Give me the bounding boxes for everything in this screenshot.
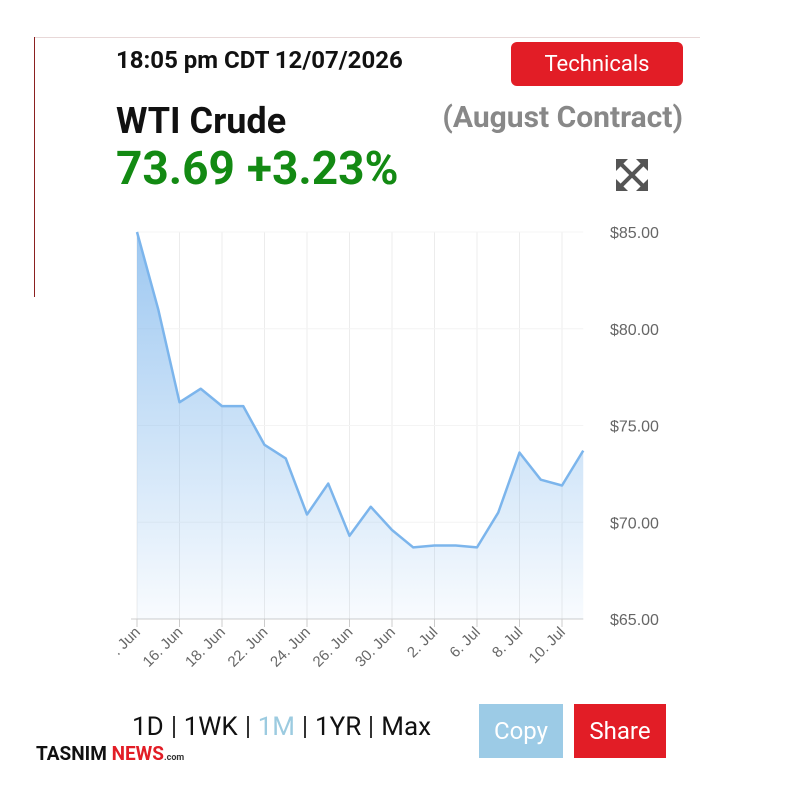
change: +3.23% [246, 142, 399, 196]
quote: 73.69 +3.23% [116, 142, 411, 196]
frame-left [34, 37, 35, 297]
x-tick-label: 26. Jun [310, 624, 357, 671]
price: 73.69 [116, 142, 235, 196]
range-option[interactable]: 1YR [306, 714, 373, 740]
x-tick-label: 30. Jun [352, 624, 399, 671]
range-option[interactable]: Max [381, 712, 431, 742]
watermark: TASNIM NEWS.com [36, 742, 184, 765]
x-tick-label: 24. Jun [267, 624, 314, 671]
y-tick-label: $80.00 [610, 322, 659, 339]
x-tick-label: 6. Jul [446, 624, 483, 661]
x-tick-label: 18. Jun [182, 624, 229, 671]
x-tick-label: 8. Jul [489, 624, 526, 661]
contract: (August Contract) [442, 100, 683, 135]
price-line [135, 231, 585, 549]
range-option[interactable]: 1D [132, 714, 175, 740]
technicals-button[interactable]: Technicals [511, 42, 683, 86]
range-option[interactable]: 1WK [175, 714, 249, 740]
y-tick-label: $70.00 [610, 515, 659, 532]
watermark-domain: .com [164, 753, 185, 763]
instrument-name: WTI Crude [116, 100, 287, 142]
timestamp: 18:05 pm CDT 12/07/2026 [116, 46, 403, 74]
frame-top [34, 37, 700, 38]
watermark-brand: TASNIM [36, 742, 107, 765]
y-tick-label: $85.00 [610, 225, 659, 242]
watermark-news: NEWS [111, 742, 165, 765]
y-tick-label: $65.00 [610, 612, 659, 629]
x-tick-label: . Jun [109, 624, 144, 659]
x-tick-label: 16. Jun [140, 624, 187, 671]
range-selector: 1D 1WK 1M 1YR Max [132, 712, 440, 742]
y-tick-label: $75.00 [610, 419, 659, 436]
share-button[interactable]: Share [574, 704, 666, 758]
x-tick-label: 22. Jun [225, 624, 272, 671]
range-option[interactable]: 1M [249, 714, 306, 740]
fullscreen-icon[interactable] [612, 155, 652, 195]
area-fill [137, 232, 584, 619]
x-tick-label: 10. Jul [526, 624, 569, 667]
copy-button[interactable]: Copy [479, 704, 563, 758]
x-tick-label: 2. Jul [404, 624, 441, 661]
